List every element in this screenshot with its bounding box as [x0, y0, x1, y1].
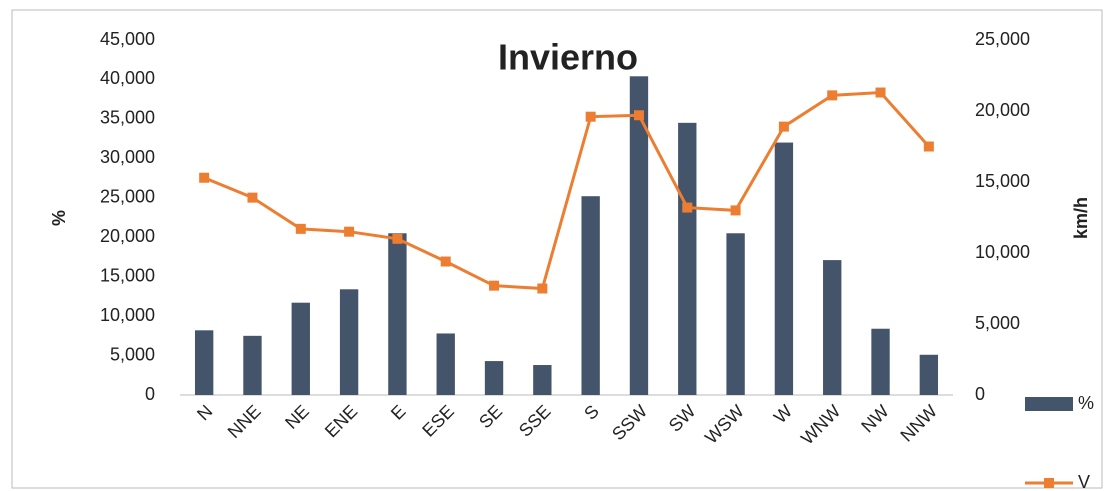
x-tick-label: NNE — [224, 401, 265, 442]
marker — [440, 256, 451, 267]
y2-axis-label: km/h — [1071, 197, 1091, 239]
x-tick-label: N — [193, 401, 216, 424]
chart-title: Invierno — [498, 37, 638, 78]
bar — [726, 233, 745, 395]
x-tick-label: NNW — [896, 401, 941, 446]
bar — [919, 354, 939, 395]
y2-tick-label: 20,000 — [975, 100, 1030, 120]
x-tick-label: SSW — [608, 401, 651, 444]
bar — [823, 260, 842, 395]
x-tick-label: SE — [475, 401, 506, 432]
bar — [484, 361, 504, 395]
marker — [344, 226, 355, 237]
bar — [194, 330, 214, 395]
y2-tick-label: 25,000 — [975, 29, 1030, 49]
marker — [247, 192, 258, 203]
marker — [295, 223, 306, 234]
y-tick-label: 30,000 — [100, 147, 155, 167]
x-tick-label: NW — [857, 401, 892, 436]
marker — [827, 90, 838, 101]
marker — [633, 110, 644, 121]
y-tick-label: 45,000 — [100, 29, 155, 49]
y-tick-label: 35,000 — [100, 108, 155, 128]
x-tick-label: ENE — [321, 401, 361, 441]
x-tick-label: WSW — [701, 401, 748, 448]
y-tick-label: 0 — [145, 384, 155, 404]
y2-tick-label: 10,000 — [975, 242, 1030, 262]
bar — [436, 333, 455, 395]
bar — [871, 328, 890, 395]
marker — [537, 283, 548, 294]
x-tick-label: E — [387, 401, 410, 424]
y-tick-label: 25,000 — [100, 187, 155, 207]
y2-tick-label: 15,000 — [975, 171, 1030, 191]
y-tick-label: 20,000 — [100, 226, 155, 246]
marker — [199, 172, 210, 183]
legend-swatch — [1044, 478, 1054, 488]
x-tick-label: WNW — [797, 401, 844, 448]
legend-label: V — [1078, 472, 1090, 491]
bar — [533, 365, 552, 395]
bar — [774, 142, 794, 395]
y-tick-label: 15,000 — [100, 265, 155, 285]
line — [203, 91, 930, 291]
bar — [388, 233, 407, 395]
bar — [291, 302, 310, 395]
chart-border — [11, 9, 1103, 489]
bar — [243, 335, 262, 395]
x-tick-label: NE — [281, 401, 313, 433]
marker — [730, 205, 741, 216]
marker — [585, 111, 596, 122]
marker — [778, 121, 789, 132]
marker — [923, 141, 934, 152]
y-tick-label: 40,000 — [100, 68, 155, 88]
y-tick-label: 10,000 — [100, 305, 155, 325]
marker — [489, 280, 500, 291]
y-axis-label: % — [49, 210, 69, 226]
x-tick-label: ESE — [418, 401, 458, 441]
x-tick-label: W — [770, 401, 796, 427]
legend-swatch — [1025, 397, 1073, 411]
legend-label: % — [1078, 393, 1094, 413]
marker — [875, 87, 886, 98]
marker — [682, 202, 693, 213]
x-tick-label: SW — [665, 401, 700, 436]
bar — [629, 76, 649, 396]
bar — [678, 122, 697, 395]
x-tick-label: SSE — [515, 401, 555, 441]
y2-tick-label: 0 — [975, 384, 985, 404]
y2-tick-label: 5,000 — [975, 313, 1020, 333]
bar — [581, 196, 600, 395]
x-tick-label: S — [580, 401, 603, 424]
bar — [339, 289, 359, 395]
y-tick-label: 5,000 — [110, 344, 155, 364]
marker — [392, 233, 403, 244]
